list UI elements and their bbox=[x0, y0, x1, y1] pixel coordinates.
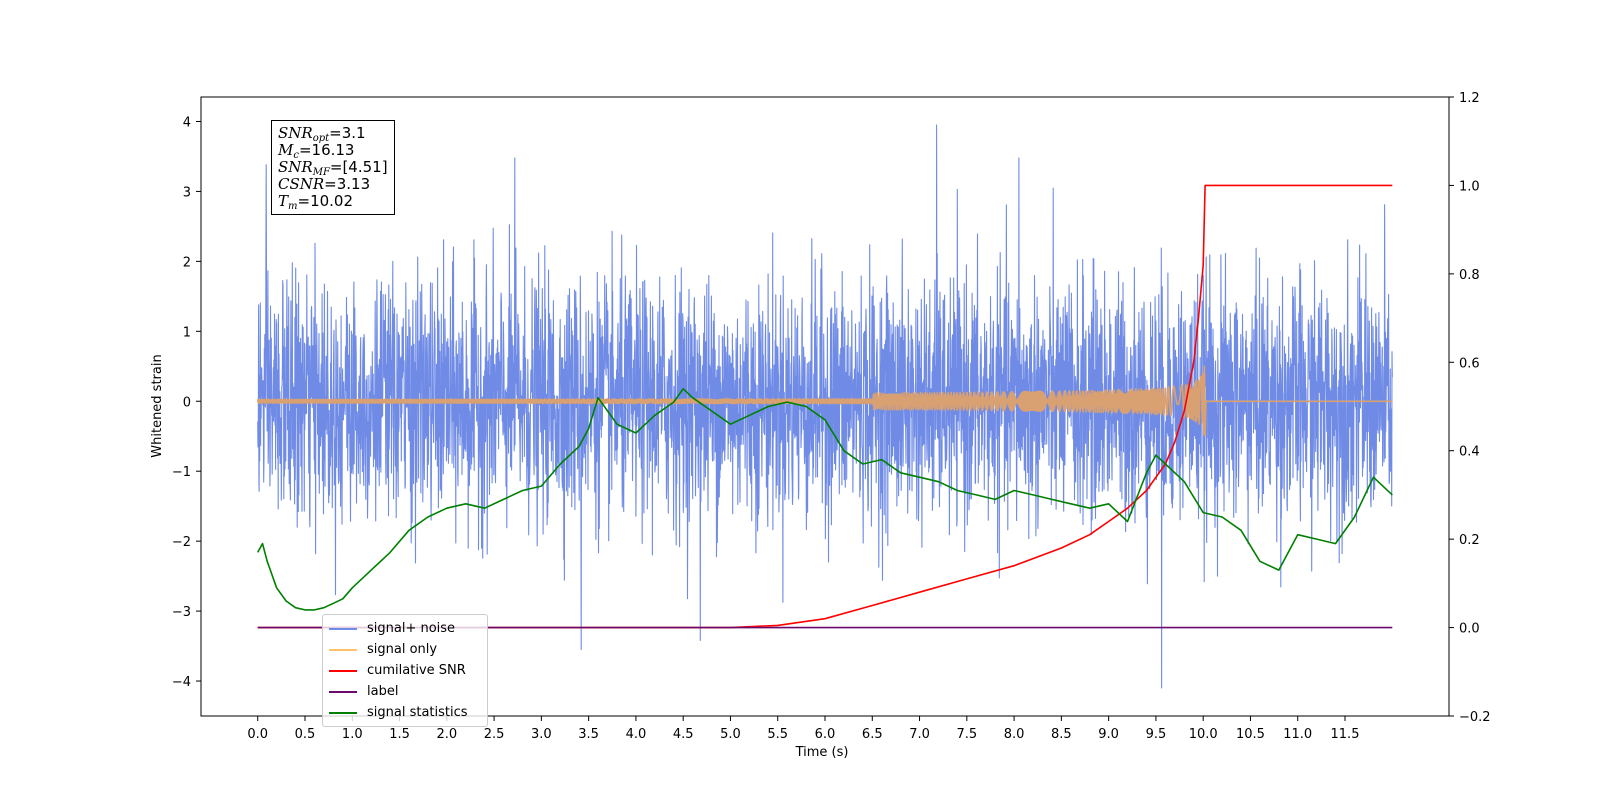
annotation-value: =3.1 bbox=[329, 124, 366, 142]
y-tick-label: −1 bbox=[172, 465, 191, 480]
y2-tick-label: −0.2 bbox=[1459, 710, 1491, 725]
y2-tick-label: 0.6 bbox=[1459, 356, 1480, 371]
annotation-line: Mc=16.13 bbox=[278, 141, 388, 161]
legend-item: signal statistics bbox=[327, 702, 483, 723]
x-tick-label: 11.0 bbox=[1283, 727, 1312, 742]
annotation-value: =10.02 bbox=[297, 192, 354, 210]
x-tick-label: 1.5 bbox=[389, 727, 410, 742]
legend-swatch bbox=[329, 711, 357, 714]
x-axis-label: Time (s) bbox=[795, 745, 849, 760]
x-tick-label: 0.0 bbox=[247, 727, 268, 742]
y-tick-label: 3 bbox=[183, 185, 191, 200]
y-axis-label: Whitened strain bbox=[150, 354, 165, 457]
x-tick-label: 8.5 bbox=[1051, 727, 1072, 742]
x-tick-label: 5.0 bbox=[720, 727, 741, 742]
x-tick-label: 6.5 bbox=[862, 727, 883, 742]
y2-tick-label: 0.2 bbox=[1459, 533, 1480, 548]
legend-label: signal statistics bbox=[367, 705, 468, 720]
legend-swatch bbox=[329, 669, 357, 672]
x-tick-label: 7.0 bbox=[909, 727, 930, 742]
x-tick-label: 4.0 bbox=[626, 727, 647, 742]
x-tick-label: 10.0 bbox=[1189, 727, 1218, 742]
legend-swatch bbox=[329, 648, 357, 651]
legend-item: label bbox=[327, 681, 483, 702]
y2-tick-label: 0.0 bbox=[1459, 622, 1480, 637]
y-tick-label: −3 bbox=[172, 605, 191, 620]
legend-label: signal only bbox=[367, 642, 438, 657]
annotation-symbol: SNR bbox=[278, 124, 313, 142]
legend-item: signal only bbox=[327, 639, 483, 660]
y2-tick-label: 0.8 bbox=[1459, 268, 1480, 283]
annotation-value: =[4.51] bbox=[329, 158, 388, 176]
annotation-symbol: M bbox=[278, 141, 294, 159]
legend-item: cumilative SNR bbox=[327, 660, 483, 681]
annotation-subscript: MF bbox=[312, 167, 330, 178]
series-line-1 bbox=[256, 365, 1393, 437]
annotation-symbol: SNR bbox=[278, 158, 313, 176]
legend-label: label bbox=[367, 684, 399, 699]
y-tick-label: 4 bbox=[183, 115, 191, 130]
y-tick-label: −2 bbox=[172, 535, 191, 550]
y2-tick-label: 0.4 bbox=[1459, 445, 1480, 460]
x-tick-label: 9.5 bbox=[1146, 727, 1167, 742]
legend-swatch bbox=[329, 690, 357, 693]
x-tick-label: 6.0 bbox=[815, 727, 836, 742]
series-line-2 bbox=[257, 184, 1393, 629]
annotation-line: SNRMF=[4.51] bbox=[278, 158, 388, 178]
x-tick-label: 2.5 bbox=[484, 727, 505, 742]
x-tick-label: 1.0 bbox=[342, 727, 363, 742]
y2-tick-label: 1.2 bbox=[1459, 91, 1480, 106]
series-line-0 bbox=[257, 124, 1393, 689]
annotation-value: =3.13 bbox=[324, 175, 371, 193]
x-tick-label: 9.0 bbox=[1098, 727, 1119, 742]
annotation-line: Tm=10.02 bbox=[278, 192, 388, 212]
x-tick-label: 7.5 bbox=[956, 727, 977, 742]
x-tick-label: 10.5 bbox=[1236, 727, 1265, 742]
y-tick-label: 2 bbox=[183, 255, 191, 270]
y2-tick-label: 1.0 bbox=[1459, 179, 1480, 194]
y-tick-label: 1 bbox=[183, 325, 191, 340]
annotation-line: CSNR=3.13 bbox=[278, 176, 388, 193]
legend-item: signal+ noise bbox=[327, 618, 483, 639]
annotation-line: SNRopt=3.1 bbox=[278, 124, 388, 144]
legend: signal+ noise signal only cumilative SNR la… bbox=[322, 614, 488, 727]
series-line-4 bbox=[256, 388, 1393, 611]
annotation-symbol: CSNR bbox=[278, 175, 325, 193]
x-tick-label: 8.0 bbox=[1004, 727, 1025, 742]
annotation-box: SNRopt=3.1 Mc=16.13 SNRMF=[4.51] CSNR=3.13 T… bbox=[271, 120, 395, 215]
annotation-subscript: opt bbox=[312, 133, 330, 144]
x-tick-label: 11.5 bbox=[1331, 727, 1360, 742]
annotation-symbol: T bbox=[278, 192, 289, 210]
annotation-value: =16.13 bbox=[298, 141, 355, 159]
annotation-subscript: c bbox=[293, 150, 299, 161]
x-tick-label: 2.0 bbox=[436, 727, 457, 742]
x-tick-label: 3.0 bbox=[531, 727, 552, 742]
x-tick-label: 4.5 bbox=[673, 727, 694, 742]
x-axis: 0.0 0.5 1.0 1.5 2.0 2.5 3.0 3.5 4.0 4.5 5.0 5.5 6.0 6… bbox=[247, 716, 1359, 742]
x-tick-label: 0.5 bbox=[295, 727, 316, 742]
legend-label: cumilative SNR bbox=[367, 663, 466, 678]
x-tick-label: 5.5 bbox=[767, 727, 788, 742]
y-tick-label: −4 bbox=[172, 675, 191, 690]
legend-swatch bbox=[329, 627, 357, 630]
legend-label: signal+ noise bbox=[367, 621, 456, 636]
y-axis-right: 1.2 1.0 0.8 0.6 0.4 0.2 0.0 −0.2 bbox=[1449, 91, 1491, 725]
y-axis-left: 4 3 2 1 0 −1 −2 −3 −4 bbox=[172, 115, 201, 690]
y-tick-label: 0 bbox=[183, 395, 191, 410]
x-tick-label: 3.5 bbox=[578, 727, 599, 742]
annotation-subscript: m bbox=[288, 201, 298, 212]
